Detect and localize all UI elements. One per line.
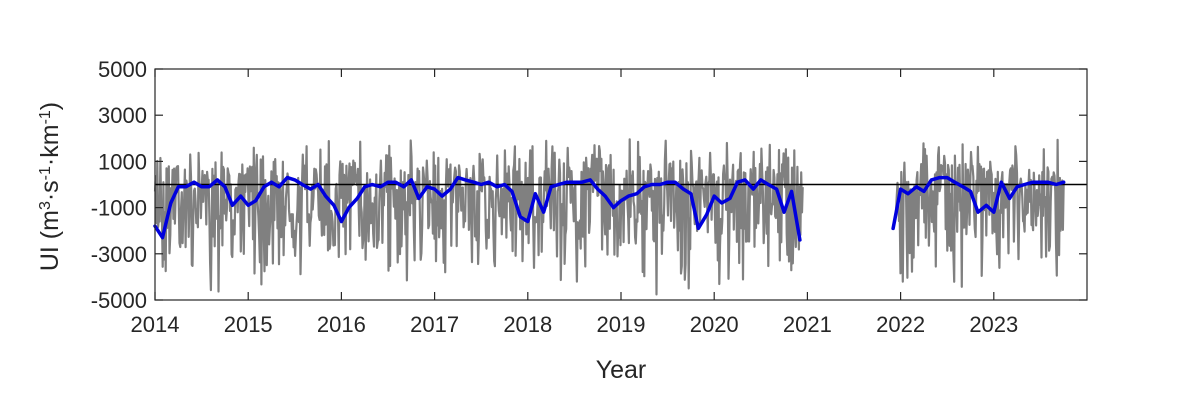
x-tick-label: 2022	[876, 312, 925, 337]
x-tick-label: 2018	[503, 312, 552, 337]
x-tick-label: 2014	[131, 312, 180, 337]
x-tick-label: 2017	[410, 312, 459, 337]
y-tick-label: -3000	[91, 242, 147, 267]
y-axis-title-mid1: ·s	[36, 180, 64, 201]
daily-series-line	[153, 138, 804, 296]
y-axis-title-suffix: )	[36, 102, 64, 110]
x-tick-label: 2020	[690, 312, 739, 337]
y-axis-title-mid2: ·km	[36, 124, 64, 166]
monthly-mean-line	[153, 175, 802, 242]
x-tick-label: 2023	[969, 312, 1018, 337]
plot-area	[153, 68, 1088, 301]
y-tick-label: 1000	[98, 149, 147, 174]
x-tick-label: 2019	[597, 312, 646, 337]
x-tick-label: 2016	[317, 312, 366, 337]
x-tick-label: 2015	[224, 312, 273, 337]
y-axis-title-prefix: UI (m	[36, 210, 64, 271]
x-axis: 2014 2015 2016 2017 2018 2019 2020 2021 2022 2023	[131, 69, 1018, 337]
daily-series	[153, 138, 1065, 296]
x-tick-label: 2021	[783, 312, 832, 337]
y-axis-title: UI (m3·s-1·km-1)	[36, 102, 64, 271]
y-tick-label: -5000	[91, 288, 147, 313]
x-axis-title: Year	[596, 356, 647, 384]
monthly-mean-line	[891, 175, 1066, 231]
y-axis-title-sup1: 3	[37, 201, 54, 210]
y-tick-label: -1000	[91, 196, 147, 221]
daily-series-line	[894, 138, 1065, 288]
y-axis-title-sup3: -1	[37, 110, 54, 124]
y-axis: 5000 3000 1000 -1000 -3000 -5000	[91, 57, 1087, 313]
monthly-mean-series	[153, 175, 1066, 242]
y-axis-title-sup2: -1	[37, 166, 54, 180]
y-tick-label: 3000	[98, 103, 147, 128]
y-tick-label: 5000	[98, 57, 147, 82]
